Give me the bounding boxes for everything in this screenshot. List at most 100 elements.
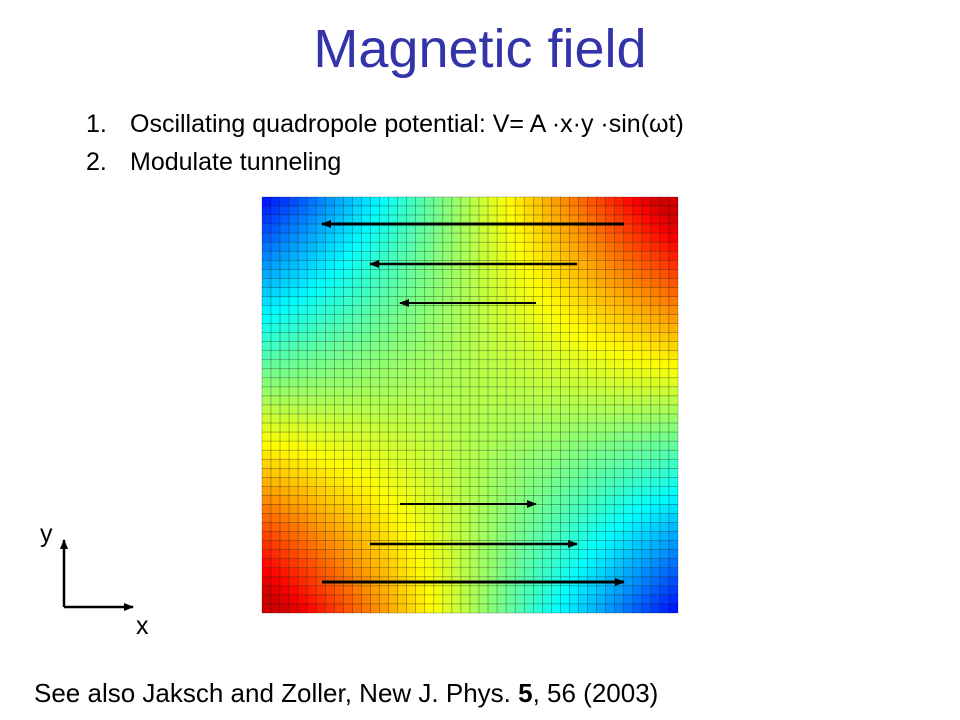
heatmap-cell bbox=[578, 540, 588, 550]
heatmap-cell bbox=[605, 386, 615, 397]
heatmap-cell bbox=[270, 558, 281, 569]
heatmap-cell bbox=[487, 449, 498, 460]
heatmap-cell bbox=[306, 250, 317, 261]
heatmap-cell bbox=[478, 232, 489, 243]
heatmap-cell bbox=[424, 404, 435, 415]
heatmap-cell bbox=[596, 332, 606, 342]
heatmap-cell bbox=[605, 395, 615, 406]
heatmap-cell bbox=[460, 323, 471, 333]
heatmap-cell bbox=[306, 278, 317, 288]
heatmap-cell bbox=[379, 558, 389, 569]
heatmap-cell bbox=[388, 603, 398, 614]
y-label: y bbox=[40, 520, 53, 548]
heatmap-cell bbox=[505, 296, 516, 306]
heatmap-cell bbox=[614, 359, 625, 370]
heatmap-cell bbox=[460, 359, 471, 370]
heatmap-cell bbox=[397, 368, 407, 379]
heatmap-cell bbox=[469, 404, 480, 415]
heatmap-cell bbox=[578, 386, 588, 397]
heatmap-cell bbox=[478, 458, 489, 469]
heatmap-cell bbox=[370, 232, 380, 243]
heatmap-cell bbox=[623, 359, 634, 370]
heatmap-cell bbox=[379, 368, 389, 379]
heatmap-cell bbox=[406, 305, 417, 315]
heatmap-cell bbox=[614, 413, 625, 424]
heatmap-cell bbox=[542, 413, 552, 424]
heatmap-cell bbox=[551, 241, 561, 252]
heatmap-cell bbox=[406, 531, 417, 541]
heatmap-cell bbox=[478, 422, 489, 433]
heatmap-cell bbox=[315, 522, 326, 532]
heatmap-cell bbox=[659, 404, 670, 415]
heatmap-cell bbox=[632, 585, 643, 596]
heatmap-cell bbox=[469, 359, 480, 370]
heatmap-cell bbox=[343, 522, 353, 532]
heatmap-cell bbox=[451, 287, 462, 297]
heatmap-cell bbox=[361, 522, 371, 532]
heatmap-cell bbox=[397, 486, 407, 496]
heatmap-cell bbox=[650, 305, 661, 315]
heatmap-cell bbox=[668, 549, 679, 560]
heatmap-cell bbox=[352, 522, 362, 532]
heatmap-cell bbox=[352, 495, 362, 505]
heatmap-cell bbox=[496, 359, 507, 370]
heatmap-cell bbox=[469, 305, 480, 315]
heatmap-cell bbox=[460, 477, 471, 487]
heatmap-cell bbox=[370, 458, 380, 469]
heatmap-cell bbox=[352, 558, 362, 569]
heatmap-cell bbox=[460, 549, 471, 560]
heatmap-cell bbox=[533, 250, 543, 261]
heatmap-cell bbox=[460, 458, 471, 469]
heatmap-cell bbox=[551, 250, 561, 261]
heatmap-cell bbox=[496, 404, 507, 415]
heatmap-cell bbox=[334, 468, 344, 478]
heatmap-cell bbox=[261, 576, 272, 587]
heatmap-cell bbox=[315, 287, 326, 297]
heatmap-cell bbox=[406, 350, 417, 361]
heatmap-cell bbox=[614, 531, 625, 541]
heatmap-cell bbox=[433, 205, 444, 216]
heatmap-cell bbox=[641, 260, 652, 270]
heatmap-cell bbox=[352, 377, 362, 388]
heatmap-cell bbox=[496, 269, 507, 279]
heatmap-cell bbox=[469, 332, 480, 342]
heatmap-cell bbox=[487, 269, 498, 279]
heatmap-cell bbox=[596, 522, 606, 532]
heatmap-cell bbox=[442, 585, 453, 596]
heatmap-cell bbox=[442, 332, 453, 342]
heatmap-cell bbox=[632, 332, 643, 342]
heatmap-cell bbox=[279, 260, 290, 270]
heatmap-cell bbox=[352, 504, 362, 514]
heatmap-cell bbox=[397, 278, 407, 288]
heatmap-cell bbox=[397, 205, 407, 216]
heatmap-cell bbox=[297, 323, 308, 333]
heatmap-cell bbox=[650, 323, 661, 333]
heatmap-cell bbox=[352, 350, 362, 361]
heatmap-cell bbox=[596, 250, 606, 261]
heatmap-cell bbox=[596, 531, 606, 541]
heatmap-cell bbox=[560, 513, 570, 523]
heatmap-cell bbox=[415, 440, 426, 451]
heatmap-cell bbox=[379, 359, 389, 370]
heatmap-cell bbox=[505, 504, 516, 514]
heatmap-cell bbox=[632, 540, 643, 550]
heatmap-cell bbox=[261, 486, 272, 496]
heatmap-cell bbox=[496, 603, 507, 614]
heatmap-cell bbox=[297, 404, 308, 415]
heatmap-cell bbox=[352, 468, 362, 478]
heatmap-cell bbox=[415, 341, 426, 352]
heatmap-cell bbox=[605, 341, 615, 352]
heatmap-cell bbox=[533, 350, 543, 361]
heatmap-cell bbox=[433, 504, 444, 514]
heatmap-cell bbox=[542, 468, 552, 478]
heatmap-cell bbox=[460, 567, 471, 578]
heatmap-cell bbox=[297, 359, 308, 370]
heatmap-cell bbox=[306, 395, 317, 406]
heatmap-cell bbox=[641, 576, 652, 587]
heatmap-cell bbox=[505, 440, 516, 451]
heatmap-cell bbox=[650, 296, 661, 306]
heatmap-cell bbox=[379, 567, 389, 578]
heatmap-cell bbox=[270, 395, 281, 406]
heatmap-cell bbox=[315, 314, 326, 324]
heatmap-cell bbox=[388, 341, 398, 352]
